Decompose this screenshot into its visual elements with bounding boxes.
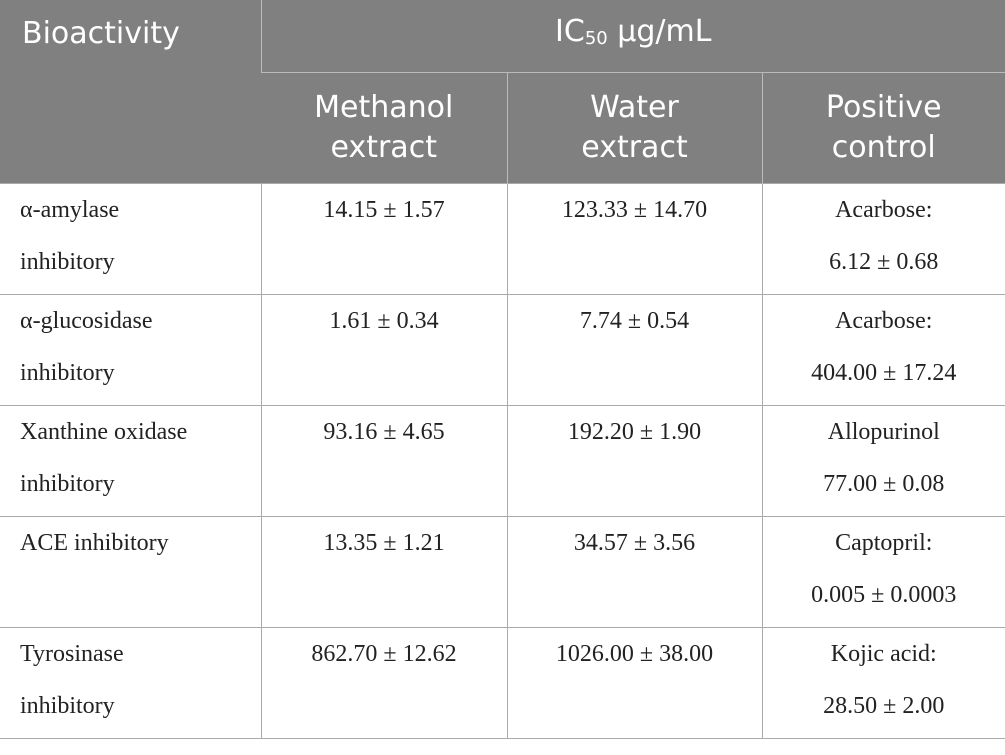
table-cell: 34.57 ± 3.56 xyxy=(506,515,763,628)
header-cell: Positive control xyxy=(761,72,1005,183)
cell-line: 77.00 ± 0.08 xyxy=(823,470,945,497)
cell-line: 0.005 ± 0.0003 xyxy=(811,581,957,608)
cell-line: Allopurinol xyxy=(827,418,940,445)
cell-line: Captopril: xyxy=(835,529,933,556)
cell-line: control xyxy=(831,129,936,165)
table-cell: 862.70 ± 12.62 xyxy=(260,626,508,739)
cell-line: α-glucosidase xyxy=(20,307,153,334)
table-cell: Allopurinol 77.00 ± 0.08 xyxy=(761,404,1005,517)
table-cell: ACE inhibitory xyxy=(0,515,262,628)
table-row: Xanthine oxidase inhibitory 93.16 ± 4.65 19… xyxy=(0,404,1005,517)
header-cell: Water extract xyxy=(506,72,762,183)
table-row: Tyrosinase inhibitory 862.70 ± 12.62 1026.0… xyxy=(0,626,1005,739)
table-cell: α-glucosidase inhibitory xyxy=(0,293,262,406)
cell-text: 123.33 ± 14.70 xyxy=(561,196,708,223)
table-cell: Acarbose: 6.12 ± 0.68 xyxy=(761,182,1005,295)
header-cell: Bioactivity xyxy=(0,0,261,183)
data-table: Bioactivity IC50 μg/mL Methanol extract Wa… xyxy=(0,0,1005,739)
cell-line: α-amylase xyxy=(20,196,120,223)
cell-line: 404.00 ± 17.24 xyxy=(811,359,957,386)
table-row: α-glucosidase inhibitory 1.61 ± 0.34 7.74 ±… xyxy=(0,293,1005,406)
cell-text: 1.61 ± 0.34 xyxy=(329,307,439,334)
cell-text: 93.16 ± 4.65 xyxy=(323,418,445,445)
cell-text: 7.74 ± 0.54 xyxy=(579,307,690,334)
cell-line: Xanthine oxidase xyxy=(20,418,188,445)
cell-line: inhibitory xyxy=(20,470,115,497)
table-row: ACE inhibitory 13.35 ± 1.21 34.57 ± 3.56 Ca… xyxy=(0,515,1005,628)
table-cell: Acarbose: 404.00 ± 17.24 xyxy=(761,293,1005,406)
cell-text: 192.20 ± 1.90 xyxy=(567,418,702,445)
cell-line: Acarbose: xyxy=(835,196,933,223)
cell-text: 1026.00 ± 38.00 xyxy=(555,640,714,667)
cell-line: Water xyxy=(590,89,679,125)
cell-line: ACE inhibitory xyxy=(20,529,169,556)
table-cell: 1026.00 ± 38.00 xyxy=(506,626,763,739)
cell-text: 862.70 ± 12.62 xyxy=(311,640,457,667)
cell-line: inhibitory xyxy=(20,248,115,275)
table-cell: 123.33 ± 14.70 xyxy=(506,182,763,295)
cell-line: Acarbose: xyxy=(835,307,933,334)
subscript: 50 xyxy=(584,28,608,50)
cell-line: Positive xyxy=(825,89,942,125)
cell-text: 34.57 ± 3.56 xyxy=(573,529,696,556)
table-cell: α-amylase inhibitory xyxy=(0,182,262,295)
cell-text: 13.35 ± 1.21 xyxy=(323,529,445,556)
table-cell: Captopril: 0.005 ± 0.0003 xyxy=(761,515,1005,628)
header-cell: Methanol extract xyxy=(261,72,507,183)
table-cell: 13.35 ± 1.21 xyxy=(260,515,508,628)
table-cell: 192.20 ± 1.90 xyxy=(506,404,763,517)
cell-line: Kojic acid: xyxy=(830,640,937,667)
cell-line: 6.12 ± 0.68 xyxy=(829,248,939,275)
cell-line: extract xyxy=(581,129,688,165)
table-cell: 93.16 ± 4.65 xyxy=(260,404,508,517)
cell-line: 28.50 ± 2.00 xyxy=(823,692,945,719)
table-cell: Kojic acid: 28.50 ± 2.00 xyxy=(761,626,1005,739)
table-cell: Tyrosinase inhibitory xyxy=(0,626,262,739)
header-text: Bioactivity xyxy=(22,16,180,51)
cell-line: inhibitory xyxy=(20,359,115,386)
table-row: α-amylase inhibitory 14.15 ± 1.57 123.33 ± … xyxy=(0,182,1005,295)
table-cell: Xanthine oxidase inhibitory xyxy=(0,404,262,517)
cell-line: inhibitory xyxy=(20,692,115,719)
header-cell: IC50 μg/mL xyxy=(260,0,1005,73)
table-cell: 7.74 ± 0.54 xyxy=(506,293,763,406)
table-cell: 14.15 ± 1.57 xyxy=(260,182,508,295)
table-cell: 1.61 ± 0.34 xyxy=(260,293,508,406)
cell-line: Methanol xyxy=(314,89,454,125)
cell-text: 14.15 ± 1.57 xyxy=(323,196,445,223)
header-text: μg/mL xyxy=(617,14,712,50)
header-text: IC xyxy=(555,14,585,50)
cell-line: extract xyxy=(330,129,437,165)
cell-line: Tyrosinase xyxy=(20,640,124,667)
